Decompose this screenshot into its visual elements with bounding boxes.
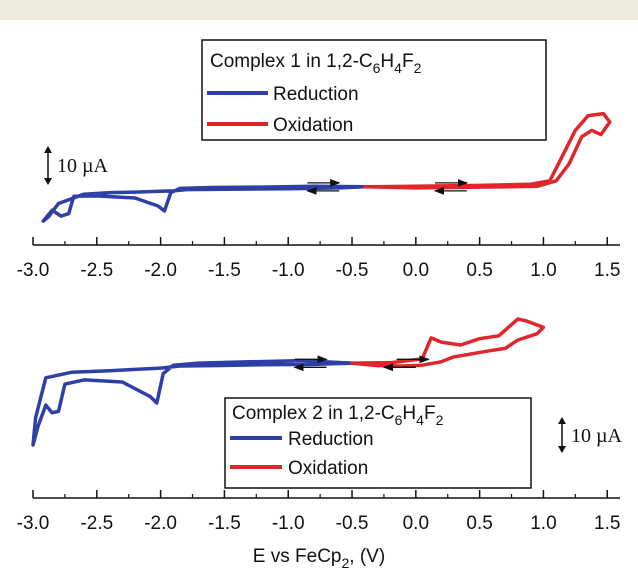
bottom-x-tick-label: -0.5: [336, 513, 369, 534]
top-x-tick-label: 1.0: [530, 260, 556, 281]
x-axis-title: E vs FeCp2, (V): [253, 546, 385, 571]
bottom-x-tick-label: -2.5: [80, 513, 113, 534]
top-scale-bar: 10 µA: [44, 146, 109, 185]
top-scale-bar-down-arrow: [44, 178, 52, 185]
bottom-x-tick-label: 1.5: [594, 513, 620, 534]
bottom-panel: -3.0 -2.5 -2.0 -1.5 -1.0 -0.5 0.0 0.5 1.0 1.5: [17, 317, 620, 534]
header-band: [0, 0, 638, 20]
top-legend: Complex 1 in 1,2-C6H4F2 Reduction Oxidat…: [201, 39, 547, 141]
top-legend-title: Complex 1 in 1,2-C6H4F2: [210, 51, 422, 76]
bottom-legend-box: [224, 397, 532, 489]
bottom-legend-title: Complex 2 in 1,2-C6H4F2: [232, 403, 444, 428]
bottom-oxidation-curve: [350, 317, 546, 368]
top-x-tick-label: -0.5: [336, 260, 369, 281]
top-scale-bar-up-arrow: [44, 146, 52, 153]
bottom-legend-reduction-label: Reduction: [288, 429, 374, 450]
bottom-x-tick-label: -3.0: [17, 513, 50, 534]
top-x-tick-label: -3.0: [17, 260, 50, 281]
bottom-x-tick-label: 0.0: [403, 513, 429, 534]
top-legend-reduction-label: Reduction: [273, 84, 359, 105]
top-panel: -3.0 -2.5 -2.0 -1.5 -1.0 -0.5 0.0 0.5 1.0 1.5: [17, 111, 620, 281]
bottom-reduction-curve: [31, 358, 354, 447]
top-x-tick-label: -1.5: [208, 260, 241, 281]
bottom-x-tick-label: 1.0: [530, 513, 556, 534]
top-x-tick-label: -2.5: [80, 260, 113, 281]
top-x-tick-label: -2.0: [144, 260, 177, 281]
bottom-x-tick-label: 0.5: [466, 513, 492, 534]
bottom-legend-oxidation-label: Oxidation: [288, 458, 368, 479]
top-scale-bar-label: 10 µA: [57, 155, 109, 177]
bottom-x-tick-label: -1.0: [272, 513, 305, 534]
bottom-scale-bar-down-arrow: [558, 446, 566, 453]
bottom-scale-bar: 10 µA: [558, 417, 623, 453]
bottom-scale-bar-label: 10 µA: [571, 425, 623, 447]
top-legend-oxidation-label: Oxidation: [273, 115, 353, 136]
bottom-legend: Complex 2 in 1,2-C6H4F2 Reduction Oxidat…: [224, 397, 532, 489]
bottom-x-tick-label: -1.5: [208, 513, 241, 534]
top-reduction-curve: [41, 184, 367, 223]
top-x-tick-label: -1.0: [272, 260, 305, 281]
bottom-scale-bar-up-arrow: [558, 417, 566, 424]
top-oxidation-curve: [363, 111, 612, 190]
top-x-tick-label: 1.5: [594, 260, 620, 281]
bottom-x-tick-label: -2.0: [144, 513, 177, 534]
top-x-tick-label: 0.5: [466, 260, 492, 281]
top-x-tick-label: 0.0: [403, 260, 429, 281]
